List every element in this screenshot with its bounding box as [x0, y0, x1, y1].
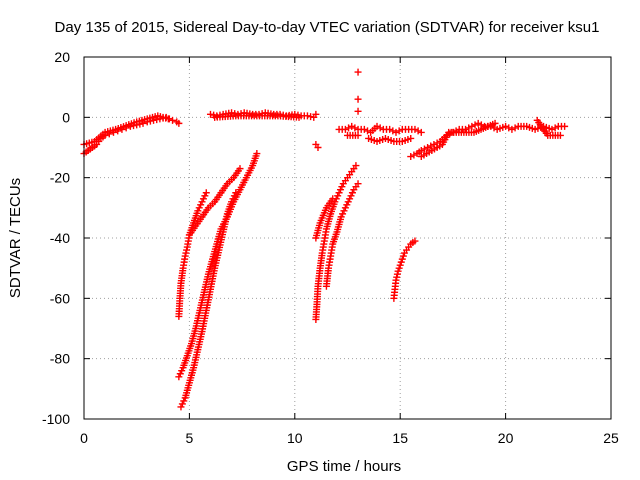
series-baseline-midday	[206, 109, 320, 121]
y-tick-labels: -100 -80 -60 -40 -20 0 20	[42, 49, 70, 427]
data-point	[253, 150, 261, 158]
data-point	[232, 189, 240, 197]
data-point	[414, 127, 422, 135]
data-point	[295, 113, 303, 121]
series-baseline-evening	[407, 116, 569, 161]
x-tick-label: 0	[80, 430, 88, 446]
series-baseline-early	[80, 112, 183, 158]
data-point	[511, 124, 519, 132]
data-point	[352, 162, 360, 170]
y-tick-label: -40	[50, 230, 70, 246]
series-upper-spikes	[354, 68, 362, 115]
data-point	[395, 127, 403, 135]
data-point	[505, 124, 513, 132]
data-point	[389, 127, 397, 135]
data-point	[556, 131, 564, 139]
data-point	[548, 125, 556, 133]
data-point	[312, 110, 320, 118]
data-point	[491, 119, 499, 127]
data-point	[417, 147, 425, 155]
data-point	[471, 121, 479, 129]
data-point	[206, 110, 214, 118]
data-point	[474, 119, 482, 127]
x-axis-label: GPS time / hours	[287, 458, 401, 475]
data-point	[307, 113, 315, 121]
data-point	[468, 122, 476, 130]
series-dip-C	[390, 237, 419, 302]
grid	[84, 57, 611, 419]
y-tick-label: 0	[62, 109, 70, 125]
x-tick-label: 15	[392, 430, 408, 446]
data-point	[354, 95, 362, 103]
data-point	[411, 125, 419, 133]
data-point	[561, 122, 569, 130]
series-dip-B-lower	[322, 180, 362, 290]
data-point	[354, 131, 362, 139]
data-points	[80, 68, 569, 411]
data-point	[386, 125, 394, 133]
data-point	[202, 189, 210, 197]
y-tick-label: -80	[50, 351, 70, 367]
x-tick-label: 25	[603, 430, 619, 446]
data-point	[341, 125, 349, 133]
data-point	[410, 151, 418, 159]
data-point	[360, 125, 368, 133]
series-dip-A-deep	[177, 189, 240, 411]
data-point	[228, 109, 236, 117]
data-point	[354, 68, 362, 76]
data-point	[508, 125, 516, 133]
data-point	[373, 122, 381, 130]
x-tick-label: 5	[186, 430, 194, 446]
data-point	[502, 122, 510, 130]
chart-title: Day 135 of 2015, Sidereal Day-to-day VTE…	[55, 19, 600, 36]
data-point	[164, 115, 172, 123]
data-point	[420, 145, 428, 153]
y-tick-label: -20	[50, 170, 70, 186]
y-axis-label: SDTVAR / TECUs	[7, 178, 24, 298]
data-point	[236, 165, 244, 173]
data-point	[329, 195, 337, 203]
data-point	[427, 142, 435, 150]
data-point	[314, 144, 322, 151]
y-tick-label: 20	[54, 49, 70, 65]
data-point	[417, 128, 425, 136]
x-tick-label: 10	[287, 430, 303, 446]
data-point	[169, 116, 177, 124]
data-point	[175, 119, 183, 127]
series-dip-A-mid	[185, 165, 244, 239]
y-tick-label: -100	[42, 411, 70, 427]
data-point	[411, 237, 419, 245]
data-point	[490, 124, 498, 132]
data-point	[351, 124, 359, 132]
data-point	[551, 124, 559, 132]
data-point	[407, 134, 415, 142]
x-tick-labels: 0 5 10 15 20 25	[80, 430, 619, 446]
data-point	[348, 122, 356, 130]
data-point	[354, 180, 362, 188]
data-point	[303, 112, 311, 120]
data-point	[345, 124, 353, 132]
axis-ticks	[83, 56, 612, 420]
plot-frame	[83, 56, 612, 420]
data-point	[376, 124, 384, 132]
y-tick-label: -60	[50, 290, 70, 306]
series-baseline-late	[312, 122, 425, 151]
data-point	[354, 107, 362, 115]
series-dip-B	[312, 162, 360, 323]
data-point	[392, 128, 400, 136]
data-point	[407, 153, 415, 161]
data-point	[424, 144, 432, 151]
x-tick-label: 20	[498, 430, 514, 446]
